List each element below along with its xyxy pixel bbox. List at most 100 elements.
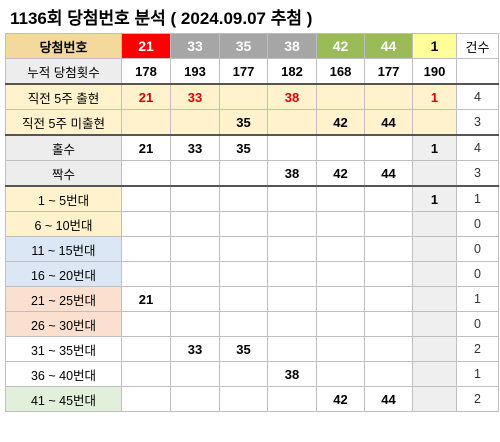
number-cell <box>219 211 268 237</box>
number-cell <box>364 336 413 362</box>
count-cell: 2 <box>456 386 499 412</box>
number-cell <box>170 211 220 237</box>
number-cell <box>219 386 268 412</box>
number-cell <box>267 211 317 237</box>
range-row: 31 ~ 35번대 33 35 2 <box>5 336 499 362</box>
row-label: 직전 5주 미출현 <box>5 109 122 136</box>
number-cell <box>121 361 171 387</box>
number-cell <box>267 134 317 161</box>
range-row: 41 ~ 45번대 42 44 2 <box>5 386 499 412</box>
cumulative-value: 193 <box>170 58 220 85</box>
number-cell: 21 <box>121 286 171 312</box>
range-row: 36 ~ 40번대 38 1 <box>5 361 499 387</box>
count-cell: 4 <box>456 83 499 110</box>
bonus-cell <box>412 286 457 312</box>
number-cell <box>364 236 413 262</box>
number-cell <box>219 311 268 337</box>
number-cell <box>219 185 268 212</box>
row-label: 16 ~ 20번대 <box>5 261 122 287</box>
lotto-analysis-table: 당첨번호 21 33 35 38 42 44 1 건수 누적 당첨횟수 178 … <box>5 33 499 412</box>
cumulative-value: 182 <box>267 58 317 85</box>
bonus-cell <box>412 236 457 262</box>
winning-number: 42 <box>316 33 365 59</box>
range-row: 11 ~ 15번대 0 <box>5 236 499 262</box>
number-cell <box>121 109 171 136</box>
number-cell <box>364 361 413 387</box>
number-cell: 42 <box>316 160 365 187</box>
number-cell <box>316 211 365 237</box>
bonus-cell: 1 <box>412 83 457 110</box>
number-cell: 42 <box>316 109 365 136</box>
number-cell: 44 <box>364 109 413 136</box>
number-cell <box>121 386 171 412</box>
number-cell <box>267 236 317 262</box>
bonus-cell <box>412 261 457 287</box>
winning-number: 21 <box>121 33 171 59</box>
number-cell <box>121 236 171 262</box>
number-cell <box>121 160 171 187</box>
count-cell: 1 <box>456 361 499 387</box>
row-label: 6 ~ 10번대 <box>5 211 122 237</box>
row-label: 직전 5주 출현 <box>5 83 122 110</box>
count-cell: 0 <box>456 311 499 337</box>
number-cell <box>170 286 220 312</box>
winning-number: 35 <box>219 33 268 59</box>
winning-numbers-row: 당첨번호 21 33 35 38 42 44 1 건수 <box>5 33 499 59</box>
row-label: 21 ~ 25번대 <box>5 286 122 312</box>
number-cell <box>364 286 413 312</box>
bonus-number: 1 <box>412 33 457 59</box>
range-row: 6 ~ 10번대 0 <box>5 211 499 237</box>
bonus-cell <box>412 109 457 136</box>
number-cell <box>364 134 413 161</box>
number-cell <box>170 109 220 136</box>
number-cell <box>364 311 413 337</box>
number-cell <box>219 160 268 187</box>
row-label: 31 ~ 35번대 <box>5 336 122 362</box>
bonus-cell <box>412 160 457 187</box>
number-cell <box>267 185 317 212</box>
number-cell <box>170 386 220 412</box>
number-cell: 44 <box>364 386 413 412</box>
number-cell <box>267 109 317 136</box>
row-label: 36 ~ 40번대 <box>5 361 122 387</box>
number-cell <box>219 286 268 312</box>
bonus-cell <box>412 211 457 237</box>
number-cell <box>316 286 365 312</box>
number-cell: 42 <box>316 386 365 412</box>
row-label: 11 ~ 15번대 <box>5 236 122 262</box>
count-cell: 0 <box>456 261 499 287</box>
recent-not-drawn-row: 직전 5주 미출현 35 42 44 3 <box>5 109 499 136</box>
winning-number: 44 <box>364 33 413 59</box>
range-row: 1 ~ 5번대 1 1 <box>5 185 499 212</box>
count-cell: 1 <box>456 185 499 212</box>
number-cell <box>170 160 220 187</box>
number-cell: 38 <box>267 160 317 187</box>
number-cell: 21 <box>121 83 171 110</box>
number-cell: 35 <box>219 134 268 161</box>
range-row: 21 ~ 25번대 21 1 <box>5 286 499 312</box>
number-cell <box>267 286 317 312</box>
number-cell: 35 <box>219 109 268 136</box>
number-cell <box>219 261 268 287</box>
cumulative-value: 168 <box>316 58 365 85</box>
count-cell: 3 <box>456 160 499 187</box>
number-cell <box>316 336 365 362</box>
number-cell <box>267 336 317 362</box>
cumulative-value: 177 <box>364 58 413 85</box>
count-cell: 2 <box>456 336 499 362</box>
cumulative-row: 누적 당첨횟수 178 193 177 182 168 177 190 <box>5 58 499 85</box>
number-cell <box>316 83 365 110</box>
bonus-cell: 1 <box>412 185 457 212</box>
number-cell <box>170 261 220 287</box>
number-cell <box>121 261 171 287</box>
count-header: 건수 <box>456 33 499 59</box>
bonus-cell <box>412 361 457 387</box>
bonus-cell <box>412 386 457 412</box>
row-label: 누적 당첨횟수 <box>5 58 122 85</box>
bonus-cell <box>412 336 457 362</box>
number-cell <box>364 261 413 287</box>
number-cell: 21 <box>121 134 171 161</box>
number-cell <box>364 211 413 237</box>
number-cell <box>121 185 171 212</box>
cumulative-bonus: 190 <box>412 58 457 85</box>
